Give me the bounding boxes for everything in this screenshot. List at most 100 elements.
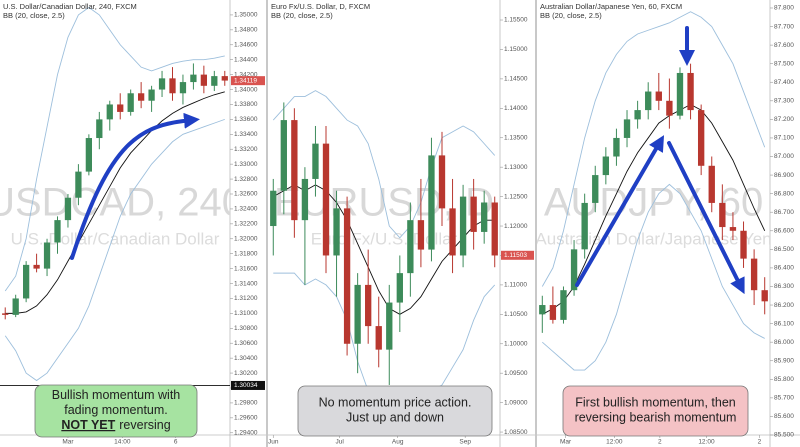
x-tick-label: 12:00 — [698, 439, 715, 446]
y-tick-label: 86.700 — [774, 209, 794, 216]
annotation-box — [34, 384, 198, 438]
price-marker — [231, 380, 265, 390]
candle-body — [179, 82, 187, 94]
candle-body — [106, 104, 113, 120]
y-tick-label: 1.31600 — [234, 265, 258, 272]
chart-title: U.S. Dollar/Canadian Dollar, 240, FXCM — [3, 2, 137, 11]
candle-body — [470, 196, 477, 232]
bollinger-upper — [4, 6, 225, 292]
bollinger-upper — [272, 90, 496, 239]
candle-body — [322, 143, 330, 256]
y-tick-label: 1.15000 — [504, 46, 528, 53]
candle-body — [96, 119, 103, 139]
candle-body — [750, 258, 758, 291]
y-tick-label: 1.31400 — [234, 280, 258, 287]
candle-body — [127, 93, 134, 112]
y-tick-label: 1.13000 — [504, 164, 528, 171]
y-tick-label: 1.33600 — [234, 116, 258, 123]
candle-body — [23, 264, 30, 299]
candle-body — [602, 156, 610, 176]
annotation-box — [297, 385, 493, 437]
candle-body — [169, 78, 176, 94]
candle-body — [539, 305, 546, 315]
y-tick-label: 86.300 — [774, 283, 794, 290]
y-tick-label: 1.15500 — [504, 17, 528, 24]
annotation-line: First bullish momentum, then — [575, 396, 736, 410]
y-tick-label: 85.600 — [774, 413, 794, 420]
y-tick-label: 86.900 — [774, 172, 794, 179]
y-tick-label: 87.100 — [774, 135, 794, 142]
annotation-text: fading momentum. — [64, 403, 168, 417]
y-tick-label: 1.09000 — [504, 399, 528, 406]
watermark-subtitle: Euro Fx/U.S. Dollar — [311, 229, 458, 248]
annotation-box — [562, 385, 749, 437]
annotation-emphasis: NOT YET — [61, 418, 115, 432]
y-tick-label: 1.32200 — [234, 221, 258, 228]
candle-body — [33, 264, 40, 269]
y-tick-label: 1.10500 — [504, 311, 528, 318]
candle-body — [365, 284, 372, 327]
y-tick-label: 1.14000 — [504, 105, 528, 112]
candle-body — [740, 230, 747, 259]
price-axis — [770, 0, 800, 447]
y-tick-label: 1.33200 — [234, 146, 258, 153]
candle-body — [211, 76, 218, 86]
plot-area: USDCAD, 240 U.S. Dollar/Canadian Dollar — [0, 6, 230, 382]
y-tick-label: 1.30400 — [234, 355, 258, 362]
y-tick-label: 1.12000 — [504, 223, 528, 230]
chart-title: Euro Fx/U.S. Dollar, D, FXCM — [271, 2, 370, 11]
y-tick-label: 86.200 — [774, 302, 794, 309]
candle-body — [280, 120, 287, 191]
candle-body — [2, 313, 9, 315]
x-tick-label: Jun — [268, 439, 279, 446]
bollinger-lower — [541, 183, 765, 371]
candle-body — [396, 273, 403, 303]
arrow — [575, 135, 665, 287]
arrows — [70, 26, 745, 295]
annotation-text: First bullish momentum, then — [575, 396, 736, 410]
candle-body — [148, 89, 155, 101]
price-marker-label: 1.11503 — [504, 252, 527, 259]
bollinger-middle — [273, 184, 495, 315]
candle-body — [729, 227, 737, 231]
price-marker-label: 1.34119 — [234, 77, 257, 84]
y-tick-label: 1.29400 — [234, 429, 258, 436]
y-tick-label: 1.33800 — [234, 101, 258, 108]
annotation-line: Bullish momentum with — [52, 388, 181, 402]
price-axis — [500, 0, 535, 447]
y-tick-label: 87.500 — [774, 60, 794, 67]
x-tick-label: 6 — [174, 439, 178, 446]
y-tick-label: 87.800 — [774, 5, 794, 12]
y-tick-label: 1.34600 — [234, 41, 258, 48]
annotation-text: NOT YET reversing — [61, 418, 170, 432]
y-tick-label: 1.32000 — [234, 235, 258, 242]
annotation-text: Bullish momentum with — [52, 388, 181, 402]
y-tick-label: 1.32600 — [234, 191, 258, 198]
candle-body — [687, 72, 694, 111]
y-tick-label: 86.100 — [774, 320, 794, 327]
chart-subtitle: BB (20, close, 2.5) — [540, 11, 602, 20]
y-tick-label: 1.13500 — [504, 134, 528, 141]
y-tick-label: 87.600 — [774, 42, 794, 49]
candle-body — [190, 74, 197, 83]
candle-body — [407, 220, 414, 274]
y-tick-label: 87.000 — [774, 153, 794, 160]
candle-body — [312, 143, 319, 179]
x-tick-label: 12:00 — [606, 439, 623, 446]
y-tick-label: 1.34200 — [234, 71, 258, 78]
candle-body — [581, 202, 588, 250]
y-tick-label: 1.31200 — [234, 295, 258, 302]
candle-body — [158, 78, 166, 90]
y-tick-label: 1.34400 — [234, 56, 258, 63]
y-tick-label: 1.32400 — [234, 206, 258, 213]
price-marker — [231, 76, 265, 86]
annotation-line: fading momentum. — [64, 403, 168, 417]
x-tick-label: 2 — [658, 439, 662, 446]
y-tick-label: 1.10000 — [504, 340, 528, 347]
bollinger-middle — [5, 91, 225, 314]
x-tick-label: Sep — [459, 439, 471, 446]
